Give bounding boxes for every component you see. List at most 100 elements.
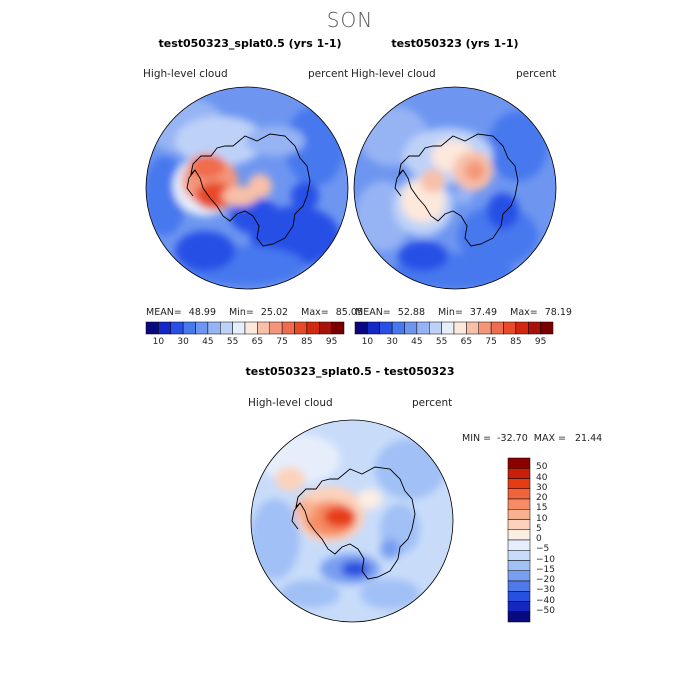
figure-title: SON	[326, 8, 374, 32]
colorbar-swatch	[391, 321, 405, 335]
colorbar-tick-label: −15	[536, 564, 555, 575]
colorbar-swatch	[145, 321, 159, 335]
colorbar-tick-label: 55	[226, 337, 239, 347]
panel2-polar-map	[353, 86, 557, 290]
panel3-minmax: MIN = -32.70 MAX = 21.44	[462, 433, 602, 444]
colorbar-tick-label: 45	[411, 337, 423, 347]
panel2-min-label: Min=	[438, 307, 463, 318]
panel1-max-label: Max=	[301, 307, 329, 318]
panel1-units-label: percent	[308, 68, 349, 80]
colorbar-swatch	[404, 321, 418, 335]
colorbar-tick-label: −30	[536, 585, 555, 596]
panel2-stats: MEAN= 52.88 Min= 37.49 Max= 78.19	[355, 307, 572, 318]
panel1-stats: MEAN= 48.99 Min= 25.02 Max= 85.05	[146, 307, 363, 318]
colorbar-swatch	[416, 321, 430, 335]
panel2-mean-label: MEAN=	[355, 307, 391, 318]
colorbar-tick-label: −5	[536, 544, 550, 555]
colorbar-swatch	[507, 570, 531, 582]
colorbar-swatch	[306, 321, 320, 335]
colorbar-swatch	[207, 321, 221, 335]
panel2-title: test050323 (yrs 1-1)	[391, 37, 519, 50]
colorbar-swatch	[331, 321, 345, 335]
panel2-max-label: Max=	[510, 307, 538, 318]
colorbar-swatch	[507, 457, 531, 469]
colorbar-swatch	[354, 321, 368, 335]
colorbar-tick-label: 95	[534, 337, 547, 347]
colorbar-tick-label: 65	[460, 337, 473, 347]
colorbar-swatch	[507, 591, 531, 602]
colorbar-swatch	[507, 519, 531, 530]
panel1-max-value: 85.05	[335, 307, 363, 318]
colorbar-tick-label: 10	[361, 337, 374, 347]
panel3-colorbar	[507, 457, 531, 623]
colorbar-swatch	[507, 468, 531, 479]
colorbar-tick-label: 20	[536, 493, 548, 503]
colorbar-tick-label: 85	[301, 337, 313, 347]
colorbar-swatch	[507, 580, 531, 592]
colorbar-tick-label: 55	[435, 337, 448, 347]
panel3-min-value: -32.70	[497, 433, 528, 444]
colorbar-tick-label: −20	[536, 575, 555, 585]
colorbar-swatch	[507, 498, 531, 510]
panel1-title: test050323_splat0.5 (yrs 1-1)	[158, 37, 342, 50]
panel1-mean-label: MEAN=	[146, 307, 182, 318]
colorbar-swatch	[507, 529, 531, 541]
colorbar-swatch	[507, 478, 531, 489]
panel2-units-label: percent	[516, 68, 557, 80]
colorbar-tick-label: 85	[510, 337, 522, 347]
panel3-min-label: MIN =	[462, 433, 492, 444]
colorbar-tick-label: −40	[536, 595, 555, 606]
panel3-variable-label: High-level cloud	[248, 397, 333, 409]
colorbar-tick-label: 10	[536, 513, 548, 524]
panel1-min-value: 25.02	[260, 307, 289, 318]
panel1-colorbar	[145, 321, 345, 335]
panel3-title: test050323_splat0.5 - test050323	[245, 365, 455, 378]
colorbar-swatch	[244, 321, 258, 335]
panel2-min-value: 37.49	[469, 307, 498, 318]
colorbar-swatch	[158, 321, 171, 335]
panel2-colorbar	[354, 321, 554, 335]
colorbar-swatch	[507, 550, 531, 561]
colorbar-swatch	[503, 321, 517, 335]
colorbar-tick-label: 45	[202, 337, 214, 347]
colorbar-swatch	[367, 321, 380, 335]
colorbar-swatch	[507, 509, 531, 520]
colorbar-tick-label: 95	[325, 337, 338, 347]
panel3-max-label: MAX =	[533, 433, 566, 444]
colorbar-tick-label: 50	[536, 462, 548, 473]
colorbar-tick-label: 5	[536, 523, 542, 534]
colorbar-tick-label: 75	[485, 337, 497, 347]
colorbar-swatch	[528, 321, 541, 335]
colorbar-swatch	[490, 321, 504, 335]
colorbar-tick-label: 75	[276, 337, 288, 347]
panel1-variable-label: High-level cloud	[143, 68, 228, 80]
colorbar-tick-label: 10	[152, 337, 165, 347]
colorbar-tick-label: −50	[536, 605, 555, 616]
colorbar-swatch	[220, 321, 233, 335]
colorbar-swatch	[441, 321, 455, 335]
colorbar-swatch	[507, 488, 531, 500]
colorbar-swatch	[507, 560, 531, 571]
colorbar-swatch	[478, 321, 492, 335]
colorbar-tick-label: 0	[536, 534, 542, 544]
panel2-max-value: 78.19	[544, 307, 572, 318]
colorbar-swatch	[507, 611, 531, 623]
panel2-mean-value: 52.88	[397, 307, 425, 318]
panel3-max-value: 21.44	[575, 433, 603, 444]
colorbar-tick-label: 30	[386, 337, 398, 347]
panel3-units-label: percent	[412, 397, 453, 409]
colorbar-swatch	[281, 321, 295, 335]
panel2-variable-label: High-level cloud	[351, 68, 436, 80]
panel1-polar-map	[145, 86, 349, 290]
colorbar-swatch	[269, 321, 283, 335]
colorbar-swatch	[429, 321, 442, 335]
colorbar-swatch	[540, 321, 554, 335]
colorbar-tick-label: 15	[536, 503, 548, 514]
colorbar-swatch	[507, 601, 531, 612]
colorbar-swatch	[232, 321, 246, 335]
colorbar-tick-label: 65	[251, 337, 264, 347]
colorbar-swatch	[379, 321, 393, 335]
colorbar-swatch	[170, 321, 184, 335]
colorbar-tick-label: −10	[536, 554, 555, 565]
colorbar-swatch	[257, 321, 270, 335]
